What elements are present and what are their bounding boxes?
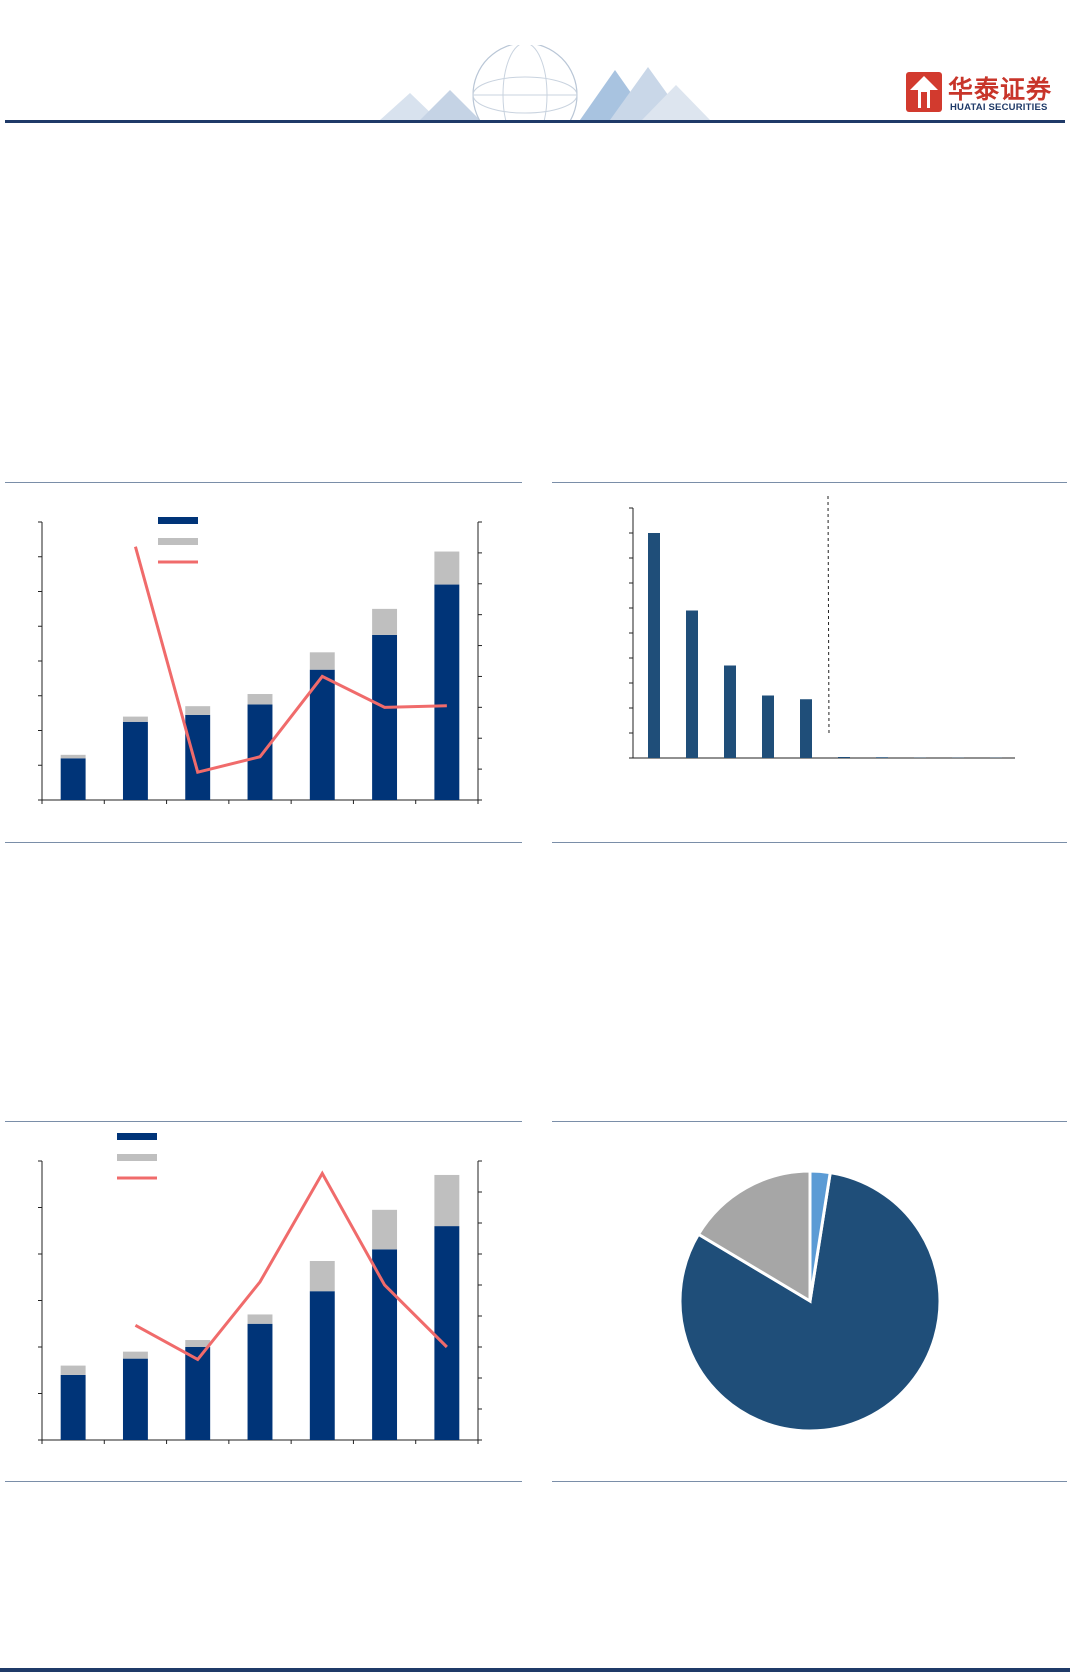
bar-primary: [122, 721, 148, 800]
bar-secondary: [372, 608, 398, 635]
line-series: [134, 1170, 448, 1362]
bar: [800, 699, 812, 758]
bar: [876, 757, 888, 758]
reference-line: [827, 495, 830, 737]
panel-rule: [552, 1481, 1067, 1482]
bar-secondary: [60, 754, 86, 759]
bar-primary: [372, 634, 398, 800]
bar-secondary: [247, 1314, 273, 1324]
footer-rule: [0, 1668, 1070, 1672]
bar-primary: [122, 1358, 148, 1440]
pie-slice: [808, 1169, 832, 1302]
brand-name-en: HUATAI SECURITIES: [950, 102, 1048, 113]
bar-primary: [185, 714, 211, 800]
bar-secondary: [122, 1351, 148, 1359]
bar: [724, 665, 736, 758]
bar-primary: [434, 584, 460, 800]
line-series: [133, 546, 447, 775]
panel-rule: [5, 1481, 522, 1482]
bar: [648, 533, 660, 758]
bar-primary: [372, 1249, 398, 1440]
panel-rule: [5, 482, 522, 483]
panel-rule: [552, 1121, 1067, 1122]
brand-name-cn: 华泰证券: [948, 76, 1053, 104]
header-globe-decoration: [380, 45, 710, 120]
bar-secondary: [247, 694, 273, 705]
brand-logo-icon: [906, 72, 942, 112]
bar-primary: [247, 704, 273, 800]
bar-primary: [247, 1323, 273, 1440]
header-rule: [5, 120, 1065, 123]
bar: [762, 695, 774, 758]
legend-swatch-primary: [117, 1133, 157, 1140]
bar-secondary: [185, 706, 211, 715]
bar-secondary: [434, 1174, 460, 1227]
pie-slice: [696, 1169, 812, 1304]
bar-primary: [60, 1374, 86, 1440]
bar-secondary: [309, 652, 335, 670]
bar-primary: [60, 758, 86, 800]
bar-secondary: [372, 1209, 398, 1250]
bar-secondary: [122, 716, 148, 722]
legend-swatch-secondary: [158, 538, 198, 545]
panel-rule: [5, 842, 522, 843]
legend-swatch-secondary: [117, 1154, 157, 1161]
bar-primary: [434, 1226, 460, 1440]
bar-primary: [185, 1347, 211, 1440]
bar-secondary: [434, 551, 460, 585]
panel-rule: [552, 482, 1067, 483]
panel-rule: [552, 842, 1067, 843]
legend-swatch-primary: [158, 517, 198, 524]
bar-secondary: [309, 1260, 335, 1292]
panel-rule: [5, 1121, 522, 1122]
bar: [838, 757, 850, 758]
bar-primary: [309, 669, 335, 800]
bar-primary: [309, 1291, 335, 1440]
bar-secondary: [185, 1340, 211, 1347]
bar-secondary: [60, 1365, 86, 1375]
bar: [686, 610, 698, 758]
